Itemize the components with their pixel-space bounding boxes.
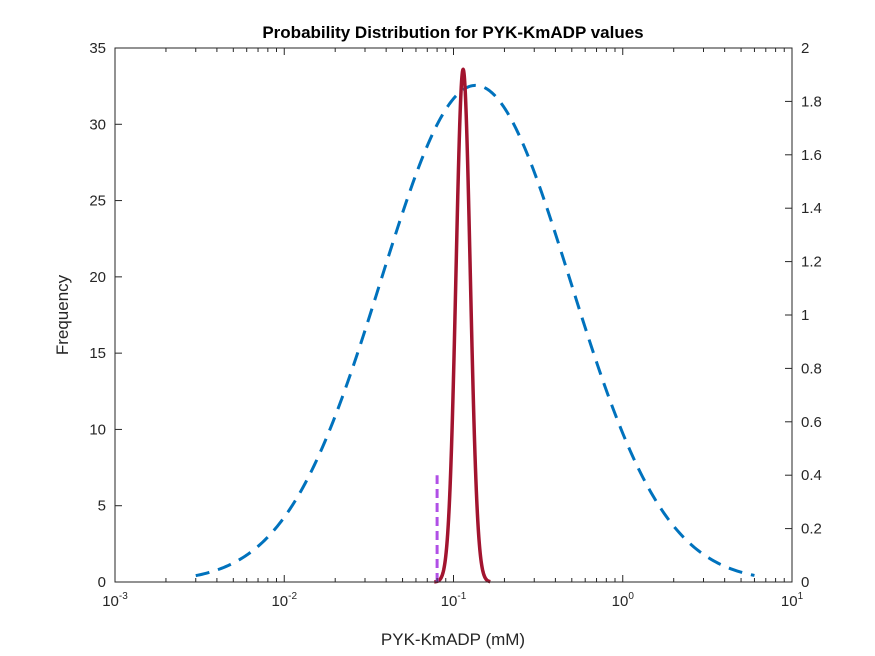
x-tick-label: 101 bbox=[781, 591, 804, 610]
x-axis: 10-3 10-2 10-1 100 101 bbox=[102, 48, 804, 610]
y-left-tick-label: 35 bbox=[89, 40, 106, 57]
x-tick-label: 10-2 bbox=[271, 591, 297, 610]
series-line-1 bbox=[195, 83, 755, 578]
y-right-tick-label: 0 bbox=[801, 574, 809, 591]
y-right-tick-label: 0.4 bbox=[801, 467, 822, 484]
y-left-tick-label: 30 bbox=[89, 116, 106, 133]
y-right-tick-label: 0.8 bbox=[801, 360, 822, 377]
y-right-tick-label: 1 bbox=[801, 307, 809, 324]
x-axis-label: PYK-KmADP (mM) bbox=[381, 630, 525, 649]
x-tick-label: 100 bbox=[612, 591, 635, 610]
chart-title: Probability Distribution for PYK-KmADP v… bbox=[262, 23, 643, 42]
y-left-tick-label: 0 bbox=[98, 574, 106, 591]
y-right-tick-label: 2 bbox=[801, 40, 809, 57]
y-axis-label: Frequency bbox=[53, 274, 72, 355]
y-axis-right: 0 0.2 0.4 0.6 0.8 1 1.2 1.4 1.6 1.8 2 bbox=[785, 40, 822, 591]
y-left-tick-label: 20 bbox=[89, 269, 106, 286]
y-right-tick-label: 0.6 bbox=[801, 414, 822, 431]
series-layer bbox=[195, 67, 755, 584]
y-left-tick-label: 15 bbox=[89, 345, 106, 362]
y-right-tick-label: 0.2 bbox=[801, 521, 822, 538]
y-right-tick-label: 1.8 bbox=[801, 93, 822, 110]
x-tick-label: 10-1 bbox=[441, 591, 467, 610]
x-tick-label: 10-3 bbox=[102, 591, 128, 610]
series-line-2 bbox=[432, 67, 492, 584]
y-right-tick-label: 1.6 bbox=[801, 147, 822, 164]
y-right-tick-label: 1.2 bbox=[801, 254, 822, 271]
y-right-tick-label: 1.4 bbox=[801, 200, 822, 217]
y-left-tick-label: 5 bbox=[98, 498, 106, 515]
y-left-tick-label: 10 bbox=[89, 421, 106, 438]
y-left-tick-label: 25 bbox=[89, 193, 106, 210]
y-axis-left: 0 5 10 15 20 25 30 35 bbox=[89, 40, 122, 591]
